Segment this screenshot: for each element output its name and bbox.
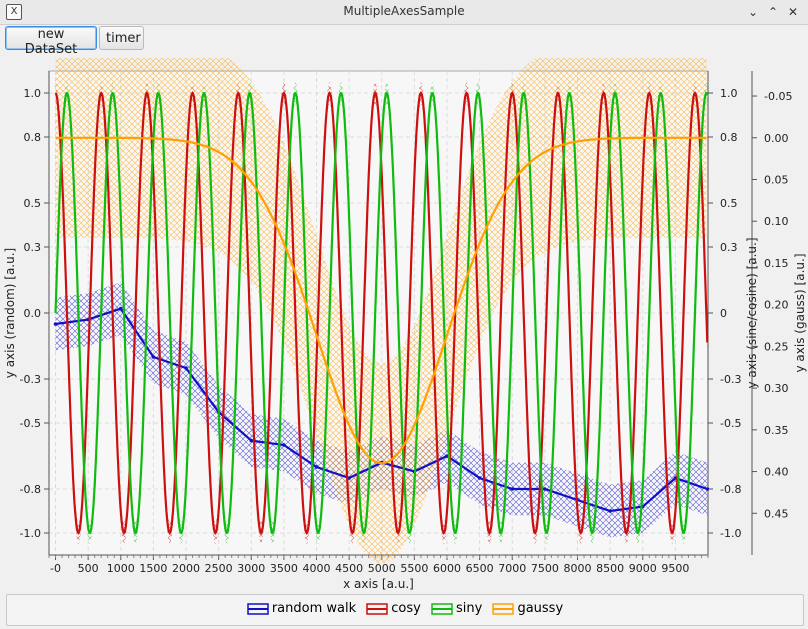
y-right2-tick-label: 0.25	[764, 340, 789, 353]
y-right1-tick-label: -0.8	[720, 483, 741, 496]
series-band-random-walk	[55, 282, 708, 538]
y-right2-tick-label: 0.40	[764, 466, 789, 479]
legend-entry-siny[interactable]: siny	[431, 595, 482, 623]
y-right1-tick-label: 1.0	[720, 87, 738, 100]
x-tick-label: 8000	[564, 562, 592, 575]
legend-entry-gaussy[interactable]: gaussy	[492, 595, 563, 623]
y-left-tick-label: 0.0	[24, 307, 42, 320]
x-tick-label: 2000	[172, 562, 200, 575]
series-point-random-walk	[608, 509, 612, 513]
x-tick-label: 5000	[368, 562, 396, 575]
legend-label-cosy: cosy	[391, 601, 421, 616]
y-right1-tick-label: -0.5	[720, 417, 741, 430]
legend: random walk cosy siny gaussy	[6, 594, 804, 626]
y-left-tick-label: -0.3	[20, 373, 41, 386]
x-tick-label: 3000	[237, 562, 265, 575]
y-right2-tick-label: 0.30	[764, 382, 789, 395]
series-point-random-walk	[53, 322, 58, 326]
y-right2-tick-label: 0.45	[764, 507, 789, 520]
x-tick-label: 9500	[661, 562, 689, 575]
series-point-random-walk	[282, 443, 286, 447]
legend-label-gaussy: gaussy	[517, 601, 564, 616]
y-right1-tick-label: 0.5	[720, 197, 738, 210]
x-tick-label: 1000	[107, 562, 135, 575]
x-tick-label: 6000	[433, 562, 461, 575]
window-title: MultipleAxesSample	[343, 4, 465, 18]
x-tick-label: 8500	[596, 562, 624, 575]
y-right2-tick-label: 0.35	[764, 424, 789, 437]
series-point-random-walk	[543, 487, 547, 491]
legend-swatch-cosy	[366, 602, 389, 615]
series-point-random-walk	[249, 438, 254, 443]
y-right2-axis-title: y axis (gauss) [a.u.]	[793, 254, 807, 373]
legend-swatch-random-walk	[247, 602, 269, 615]
y-right1-tick-label: -1.0	[720, 527, 741, 540]
y-left-tick-label: -0.5	[20, 417, 41, 430]
timer-button[interactable]: timer	[99, 26, 144, 50]
legend-label-siny: siny	[455, 601, 483, 616]
legend-swatch-siny	[431, 602, 453, 615]
y-right1-axis-title: y axis (sine/cosine) [a.u.]	[745, 237, 759, 388]
y-right1-tick-label: -0.3	[720, 373, 741, 386]
x-tick-label: 4500	[335, 562, 363, 575]
x-tick-label: 9000	[629, 562, 657, 575]
series-band-gaussy	[55, 58, 707, 564]
app-icon: X	[6, 4, 22, 20]
series-point-random-walk	[314, 465, 319, 469]
legend-label-random-walk: random walk	[271, 601, 357, 616]
series-line-gaussy	[55, 136, 707, 465]
y-left-tick-label: 1.0	[24, 87, 42, 100]
y-right2-tick-label: 0.05	[764, 173, 789, 186]
x-tick-label: 5500	[400, 562, 428, 575]
y-right1-tick-label: 0.3	[720, 241, 738, 254]
y-right2-tick-label: -0.05	[764, 90, 792, 103]
y-right1-tick-label: 0.8	[720, 131, 738, 144]
legend-entry-cosy[interactable]: cosy	[366, 595, 421, 623]
y-right2-tick-label: 0.20	[764, 299, 789, 312]
x-tick-label: 1500	[139, 562, 167, 575]
y-right1-tick-label: 0	[720, 307, 727, 320]
x-tick-label: 6500	[466, 562, 494, 575]
x-tick-label: 3500	[270, 562, 298, 575]
y-right2-tick-label: 0.10	[764, 215, 789, 228]
x-axis-title: x axis [a.u.]	[343, 577, 414, 591]
y-right2-tick-label: 0.15	[764, 257, 789, 270]
x-tick-label: -0	[50, 562, 61, 575]
series-point-random-walk	[151, 355, 156, 359]
y-left-tick-label: -1.0	[20, 527, 41, 540]
close-icon[interactable]: ✕	[787, 5, 799, 19]
x-tick-label: 2500	[205, 562, 233, 575]
chart[interactable]: 1.0 1.00.8 0.80.5 0.50.3 0.30.0 0-0.3 -0.3-0.5…	[0, 58, 808, 594]
series-point-random-walk	[118, 306, 123, 311]
x-tick-label: 7500	[531, 562, 559, 575]
y-left-tick-label: 0.5	[24, 197, 42, 210]
y-left-axis-title: y axis (random) [a.u.]	[3, 248, 17, 378]
series-point-random-walk	[184, 366, 188, 370]
maximize-icon[interactable]: ⌃	[767, 5, 779, 19]
minimize-icon[interactable]: ⌄	[747, 5, 759, 19]
title-bar: X MultipleAxesSample ⌄ ⌃ ✕	[0, 0, 808, 25]
y-left-tick-label: -0.8	[20, 483, 41, 496]
x-tick-label: 7000	[498, 562, 526, 575]
new-dataset-button[interactable]: new DataSet	[5, 26, 97, 57]
y-left-tick-label: 0.8	[24, 131, 42, 144]
x-tick-label: 500	[78, 562, 99, 575]
x-tick-label: 4000	[303, 562, 331, 575]
y-left-tick-label: 0.3	[24, 241, 42, 254]
y-right2-tick-label: 0.00	[764, 132, 789, 145]
series-line-siny	[54, 92, 709, 534]
legend-entry-random-walk[interactable]: random walk	[247, 595, 356, 623]
series-point-random-walk	[510, 487, 515, 491]
series-point-random-walk	[705, 487, 710, 491]
series-point-random-walk	[477, 476, 482, 480]
legend-swatch-gaussy	[492, 602, 515, 615]
